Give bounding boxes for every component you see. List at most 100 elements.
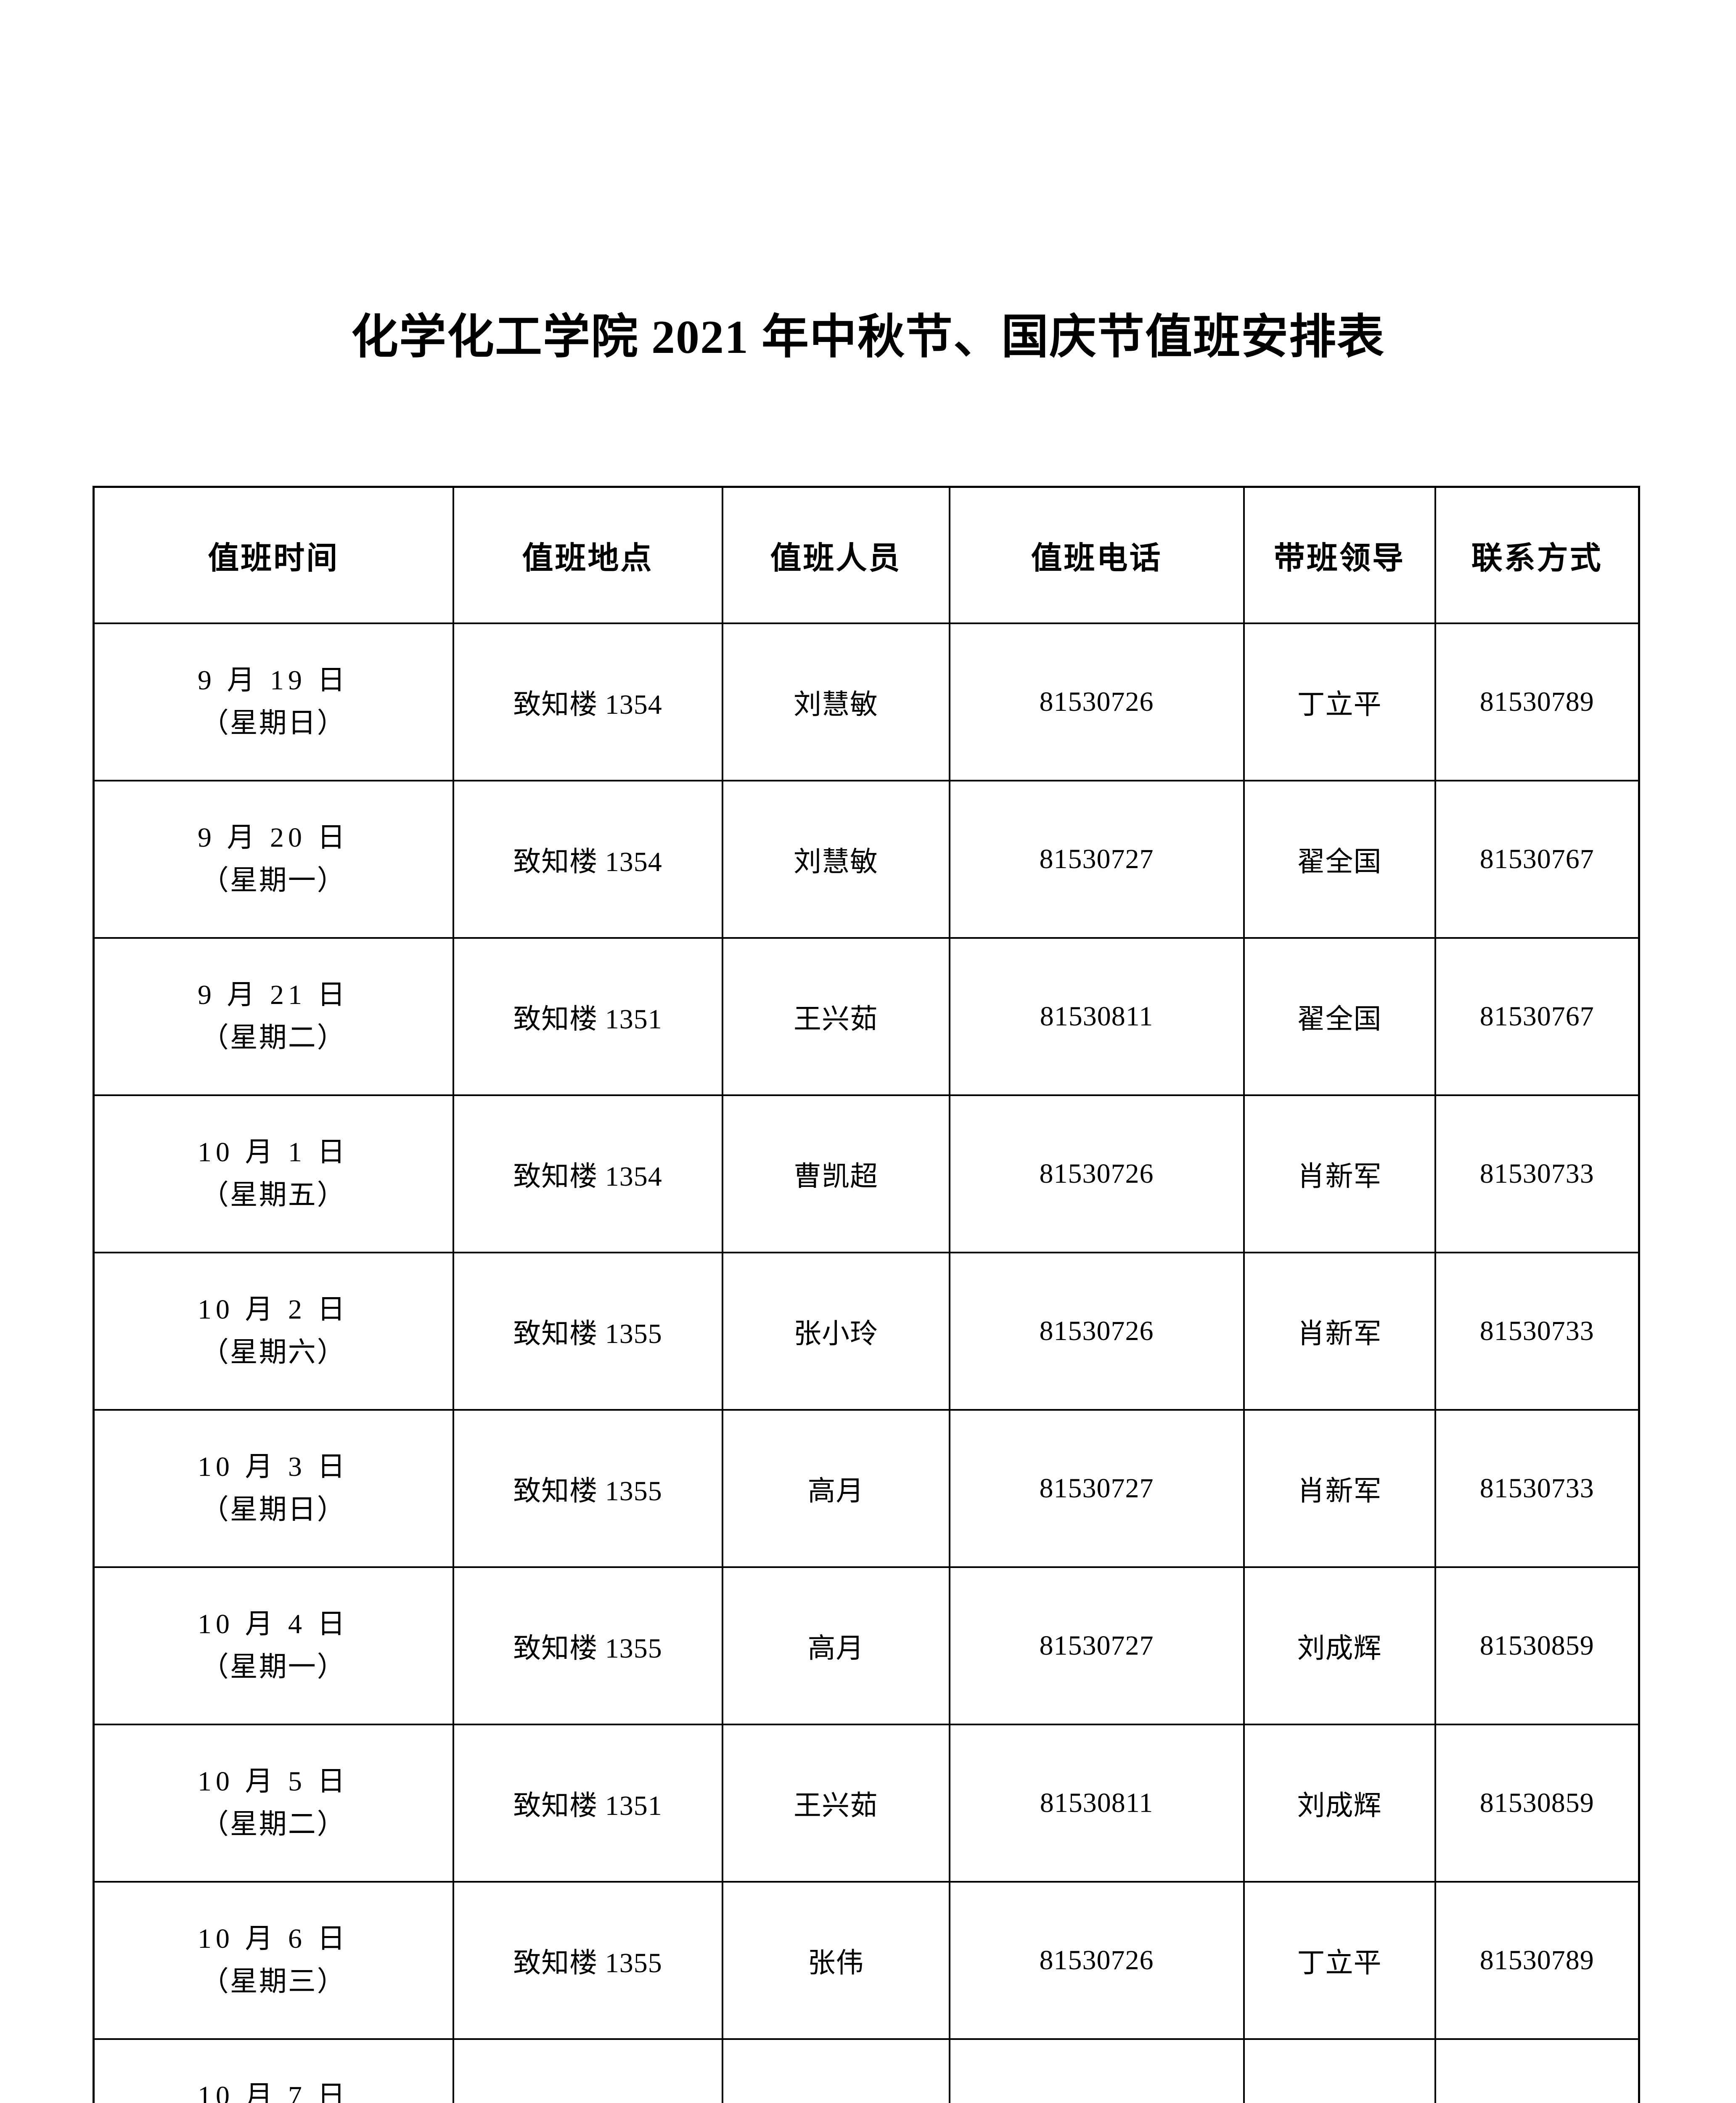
cell-duty-leader: 肖新军 <box>1243 1409 1436 1568</box>
cell-duty-phone: 81530727 <box>948 1566 1245 1725</box>
duty-weekday: （星期一） <box>201 1652 346 1682</box>
cell-duty-time: 10 月 2 日 （星期六） <box>93 1252 454 1411</box>
cell-duty-leader: 翟全国 <box>1243 937 1436 1096</box>
table-row: 10 月 6 日 （星期三） 致知楼 1355 张伟 81530726 丁立平 815307… <box>93 1881 1640 2040</box>
cell-duty-leader: 丁立平 <box>1243 2038 1436 2103</box>
table-row: 10 月 7 日（星期四）致知楼 1355陈墉81530726丁立平815307… <box>93 2038 1640 2103</box>
column-header-duty-place: 值班地点 <box>452 486 723 624</box>
cell-duty-person: 张伟 <box>721 1881 950 2040</box>
duty-date: 10 月 2 日 <box>198 1294 349 1325</box>
duty-weekday: （星期一） <box>201 865 346 896</box>
cell-duty-phone: 81530727 <box>948 1409 1245 1568</box>
column-header-duty-time: 值班时间 <box>93 486 454 624</box>
cell-duty-place: 致知楼 1355 <box>452 2038 723 2103</box>
cell-duty-contact: 81530859 <box>1434 1566 1640 1725</box>
duty-date: 10 月 5 日 <box>198 1766 349 1797</box>
column-header-duty-phone: 值班电话 <box>948 486 1245 624</box>
cell-duty-contact: 81530789 <box>1434 2038 1640 2103</box>
duty-date: 10 月 1 日 <box>198 1136 349 1168</box>
table-row: 10 月 4 日 （星期一） 致知楼 1355 高月 81530727 刘成辉 815308… <box>93 1566 1640 1725</box>
table-row: 9 月 19 日 （星期日） 致知楼 1354 刘慧敏 81530726 丁立平 81530… <box>93 622 1640 781</box>
cell-duty-time: 9 月 21 日 （星期二） <box>93 937 454 1096</box>
cell-duty-phone: 81530727 <box>948 780 1245 939</box>
duty-date: 9 月 19 日 <box>198 665 349 696</box>
page-title: 化学化工学院 2021 年中秋节、国庆节值班安排表 <box>351 311 1385 364</box>
duty-date: 10 月 6 日 <box>198 1923 349 1954</box>
column-header-duty-leader: 带班领导 <box>1243 486 1436 624</box>
cell-duty-contact: 81530767 <box>1434 780 1640 939</box>
cell-duty-phone: 81530726 <box>948 1881 1245 2040</box>
cell-duty-person: 高月 <box>721 1566 950 1725</box>
cell-duty-person: 刘慧敏 <box>721 780 950 939</box>
cell-duty-time: 10 月 4 日 （星期一） <box>93 1566 454 1725</box>
cell-duty-person: 王兴茹 <box>721 1724 950 1883</box>
cell-duty-phone: 81530811 <box>948 937 1245 1096</box>
cell-duty-phone: 81530726 <box>948 1252 1245 1411</box>
duty-date: 9 月 21 日 <box>198 979 349 1010</box>
column-header-duty-person: 值班人员 <box>721 486 950 624</box>
cell-duty-time: 10 月 7 日（星期四） <box>93 2038 454 2103</box>
cell-duty-time: 10 月 1 日 （星期五） <box>93 1094 454 1253</box>
duty-date: 10 月 3 日 <box>198 1451 349 1482</box>
table-body: 9 月 19 日（星期日） 致知楼 1354 刘慧敏 81530726 丁立平 81530… <box>93 622 1640 2103</box>
cell-duty-leader: 翟全国 <box>1243 780 1436 939</box>
cell-duty-time: 10 月 6 日 （星期三） <box>93 1881 454 2040</box>
table-header-row: 值班时间 值班地点 值班人员 值班电话 带班领导 联系方式 <box>93 486 1640 624</box>
cell-duty-leader: 肖新军 <box>1243 1094 1436 1253</box>
duty-weekday: （星期日） <box>201 708 346 739</box>
duty-weekday: （星期日） <box>201 1494 346 1525</box>
table-row: 10 月 3 日 （星期日） 致知楼 1355 高月 81530727 肖新军 815307… <box>93 1409 1640 1568</box>
cell-duty-phone: 81530811 <box>948 1724 1245 1883</box>
table-row: 10 月 1 日 （星期五） 致知楼 1354 曹凯超 81530726 肖新军 81530… <box>93 1094 1640 1253</box>
cell-duty-time: 10 月 5 日 （星期二） <box>93 1724 454 1883</box>
table-row: 9 月 21 日 （星期二） 致知楼 1351 王兴茹 81530811 翟全国 81530… <box>93 937 1640 1096</box>
cell-duty-time: 10 月 3 日 （星期日） <box>93 1409 454 1568</box>
duty-date: 9 月 20 日 <box>198 822 349 853</box>
cell-duty-phone: 81530726 <box>948 1094 1245 1253</box>
cell-duty-place: 致知楼 1355 <box>452 1566 723 1725</box>
cell-duty-contact: 81530767 <box>1434 937 1640 1096</box>
cell-duty-place: 致知楼 1354 <box>452 622 723 781</box>
cell-duty-place: 致知楼 1355 <box>452 1881 723 2040</box>
cell-duty-leader: 丁立平 <box>1243 1881 1436 2040</box>
cell-duty-person: 王兴茹 <box>721 937 950 1096</box>
duty-weekday: （星期二） <box>201 1022 346 1053</box>
table-row: 10 月 2 日 （星期六） 致知楼 1355 张小玲 81530726 肖新军 81530… <box>93 1252 1640 1411</box>
duty-weekday: （星期六） <box>201 1337 346 1368</box>
cell-duty-person: 曹凯超 <box>721 1094 950 1253</box>
cell-duty-person: 刘慧敏 <box>721 622 950 781</box>
cell-duty-contact: 81530789 <box>1434 622 1640 781</box>
table-row: 10 月 5 日 （星期二） 致知楼 1351 王兴茹 81530811 刘成辉 81530… <box>93 1724 1640 1883</box>
cell-duty-place: 致知楼 1354 <box>452 780 723 939</box>
column-header-duty-contact: 联系方式 <box>1434 486 1640 624</box>
table-row: 9 月 20 日 （星期一） 致知楼 1354 刘慧敏 81530727 翟全国 81530… <box>93 780 1640 939</box>
cell-duty-person: 陈墉 <box>721 2038 950 2103</box>
cell-duty-contact: 81530733 <box>1434 1252 1640 1411</box>
cell-duty-contact: 81530733 <box>1434 1409 1640 1568</box>
duty-weekday: （星期五） <box>201 1180 346 1210</box>
cell-duty-person: 张小玲 <box>721 1252 950 1411</box>
duty-date: 10 月 4 日 <box>198 1608 349 1639</box>
cell-duty-place: 致知楼 1355 <box>452 1409 723 1568</box>
cell-duty-place: 致知楼 1355 <box>452 1252 723 1411</box>
cell-duty-phone: 81530726 <box>948 622 1245 781</box>
cell-duty-time: 9 月 19 日 （星期日） <box>93 622 454 781</box>
cell-duty-leader: 刘成辉 <box>1243 1724 1436 1883</box>
cell-duty-leader: 刘成辉 <box>1243 1566 1436 1725</box>
cell-duty-contact: 81530733 <box>1434 1094 1640 1253</box>
duty-date: 10 月 7 日 <box>198 2080 349 2103</box>
cell-duty-contact: 81530789 <box>1434 1881 1640 2040</box>
cell-duty-place: 致知楼 1351 <box>452 1724 723 1883</box>
cell-duty-contact: 81530859 <box>1434 1724 1640 1883</box>
cell-duty-place: 致知楼 1351 <box>452 937 723 1096</box>
duty-schedule-table-wrapper: 值班时间 值班地点 值班人员 值班电话 带班领导 联系方式 9 月 19 日 （星… <box>93 486 1640 2103</box>
cell-duty-person: 高月 <box>721 1409 950 1568</box>
cell-duty-time: 9 月 20 日 （星期一） <box>93 780 454 939</box>
cell-duty-leader: 肖新军 <box>1243 1252 1436 1411</box>
cell-duty-place: 致知楼 1354 <box>452 1094 723 1253</box>
duty-schedule-table: 值班时间 值班地点 值班人员 值班电话 带班领导 联系方式 9 月 19 日 （星… <box>93 486 1640 2103</box>
table-header: 值班时间 值班地点 值班人员 值班电话 带班领导 联系方式 <box>93 486 1640 624</box>
cell-duty-leader: 丁立平 <box>1243 622 1436 781</box>
cell-duty-phone: 81530726 <box>948 2038 1245 2103</box>
